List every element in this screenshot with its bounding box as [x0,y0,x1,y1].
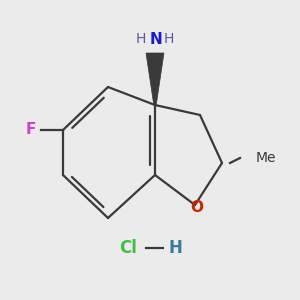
Text: Me: Me [256,151,277,165]
Polygon shape [146,53,164,105]
Text: O: O [190,200,203,214]
Text: H: H [168,239,182,257]
Text: H: H [164,32,174,46]
Text: H: H [136,32,146,46]
Text: Cl: Cl [119,239,137,257]
Text: N: N [150,32,162,46]
Text: F: F [26,122,36,137]
